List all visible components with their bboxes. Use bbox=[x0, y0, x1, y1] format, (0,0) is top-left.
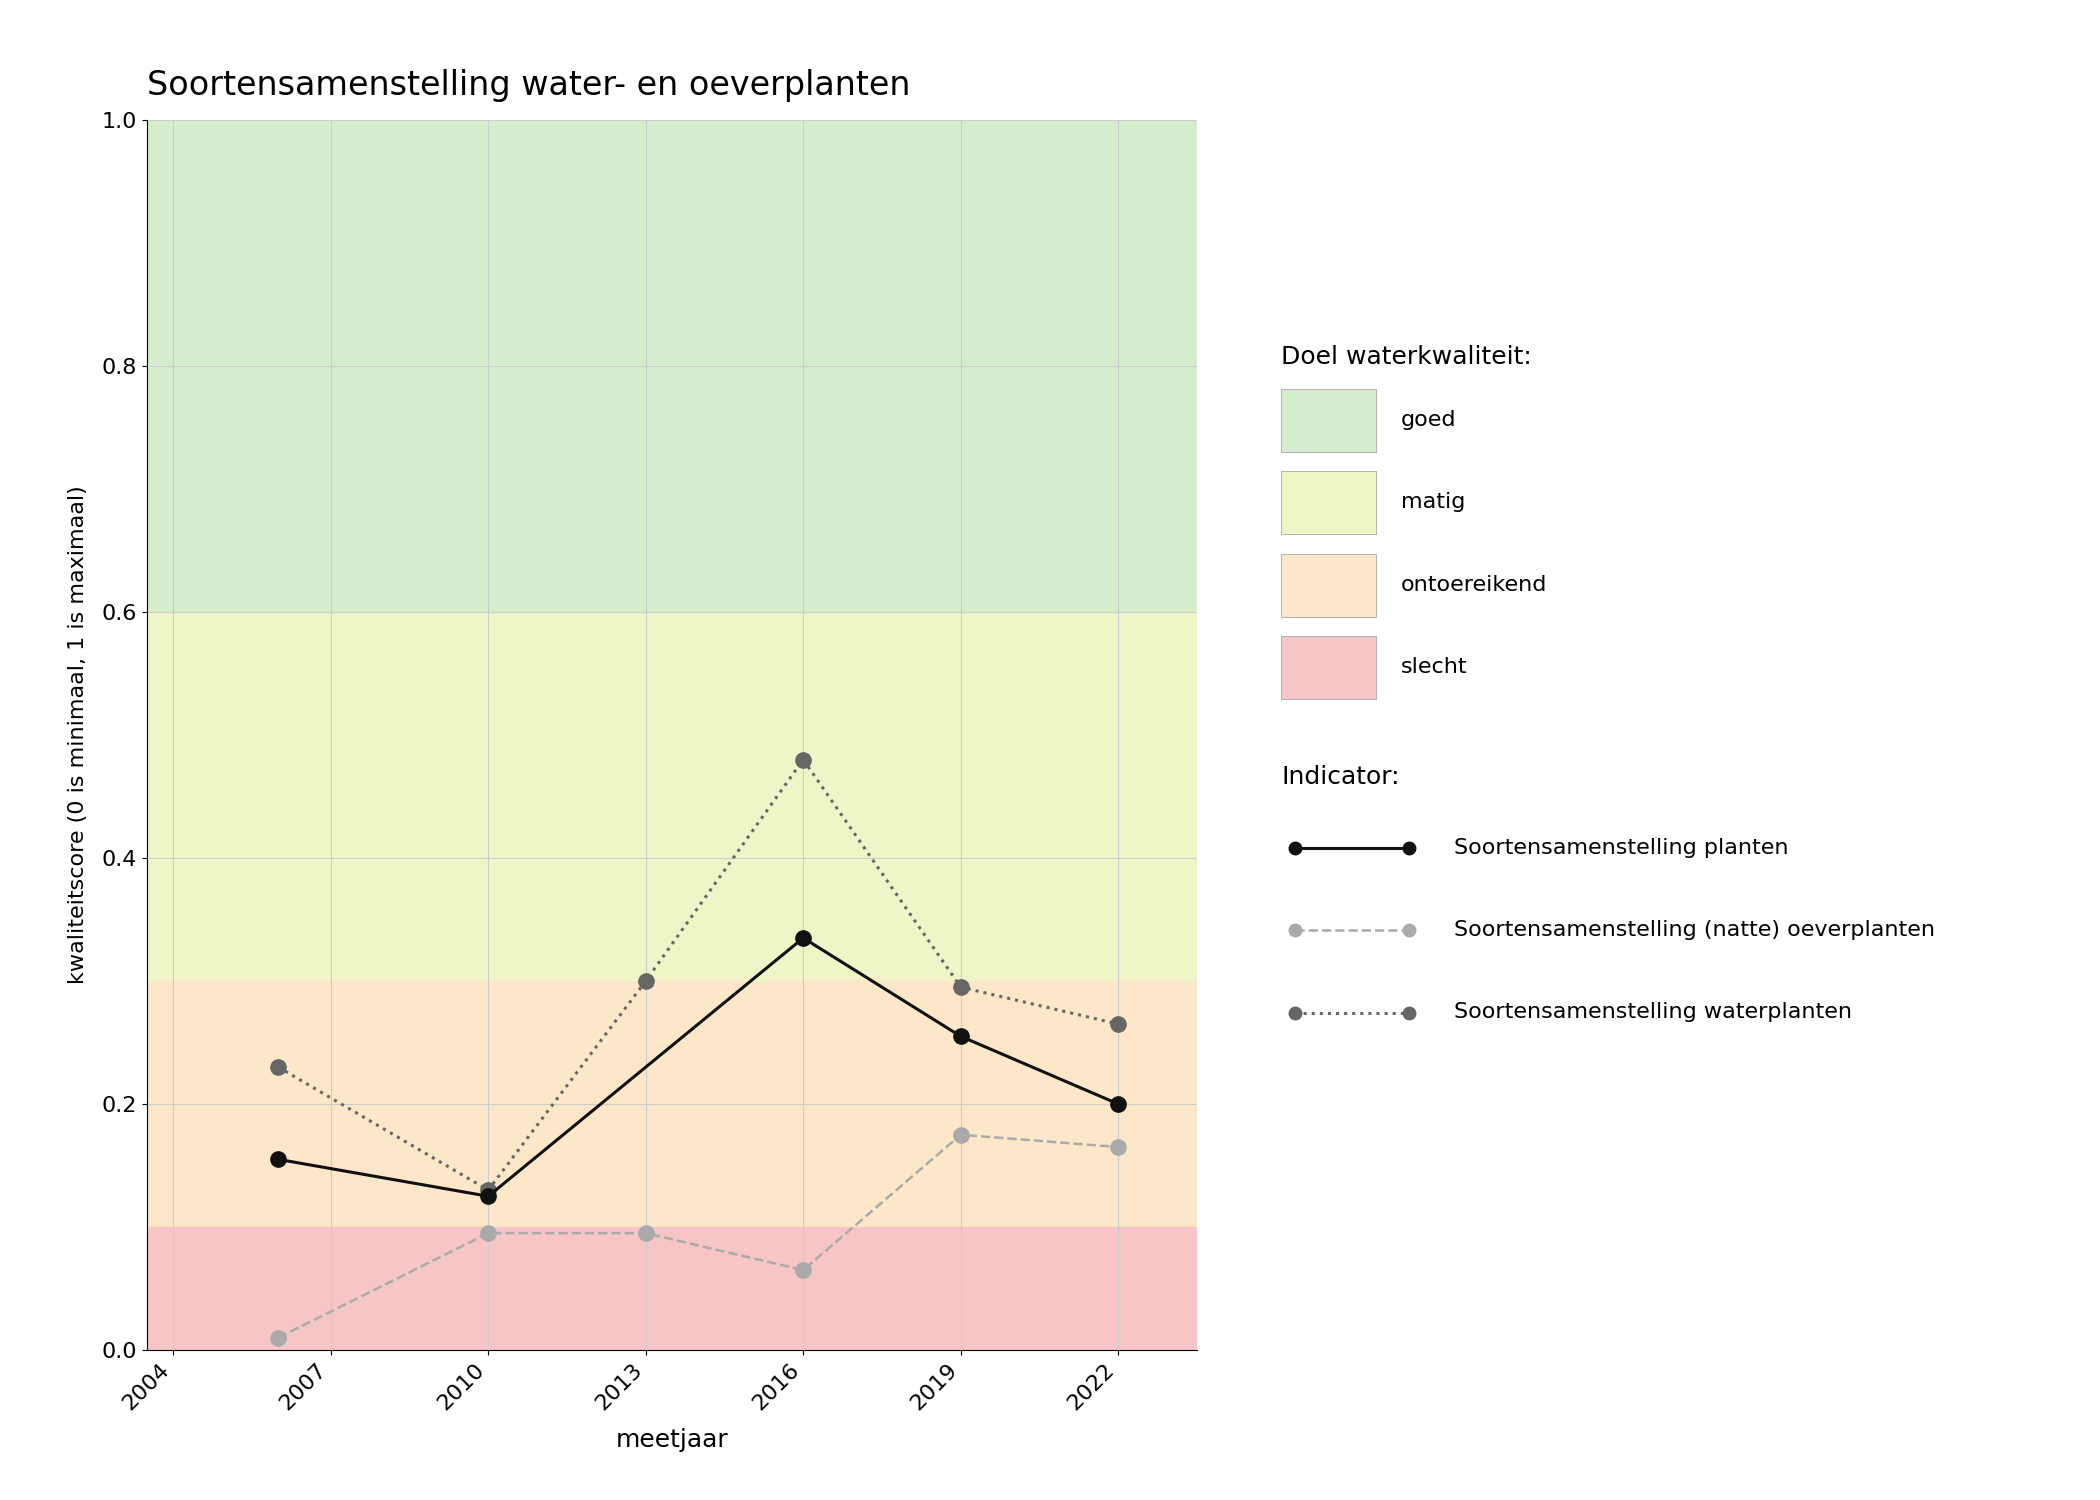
Bar bbox=[147, 1227, 1197, 1350]
Text: Soortensamenstelling water- en oeverplanten: Soortensamenstelling water- en oeverplan… bbox=[147, 69, 911, 102]
Text: Indicator:: Indicator: bbox=[1281, 765, 1399, 789]
Y-axis label: kwaliteitscore (0 is minimaal, 1 is maximaal): kwaliteitscore (0 is minimaal, 1 is maxi… bbox=[67, 486, 88, 984]
Text: matig: matig bbox=[1401, 492, 1466, 513]
Text: slecht: slecht bbox=[1401, 657, 1468, 678]
Text: ontoereikend: ontoereikend bbox=[1401, 574, 1548, 596]
Bar bbox=[147, 120, 1197, 612]
Text: Soortensamenstelling planten: Soortensamenstelling planten bbox=[1453, 837, 1789, 858]
X-axis label: meetjaar: meetjaar bbox=[615, 1428, 729, 1452]
Bar bbox=[147, 612, 1197, 981]
Bar bbox=[147, 981, 1197, 1227]
Text: Doel waterkwaliteit:: Doel waterkwaliteit: bbox=[1281, 345, 1531, 369]
Text: goed: goed bbox=[1401, 410, 1455, 430]
Text: Soortensamenstelling waterplanten: Soortensamenstelling waterplanten bbox=[1453, 1002, 1852, 1023]
Text: Soortensamenstelling (natte) oeverplanten: Soortensamenstelling (natte) oeverplante… bbox=[1453, 920, 1936, 940]
